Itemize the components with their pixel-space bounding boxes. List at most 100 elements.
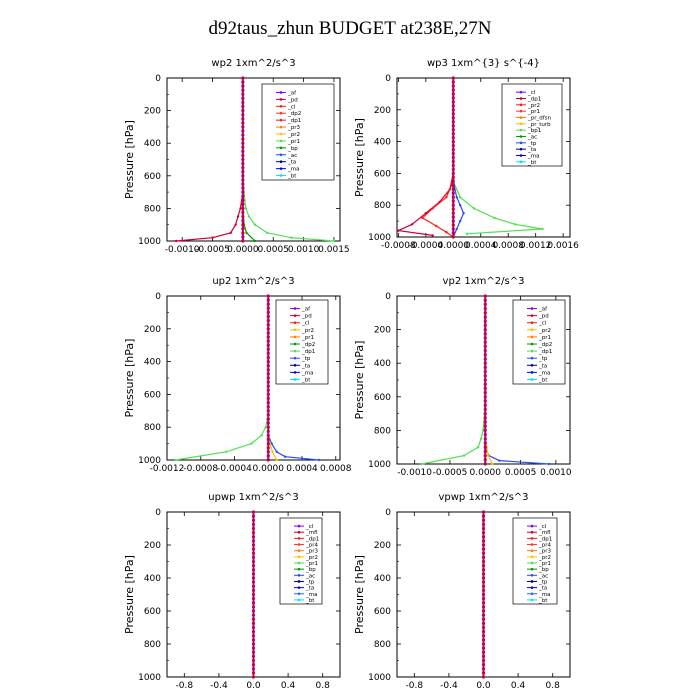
y-tick-label: 0	[385, 508, 391, 518]
legend-marker	[530, 537, 534, 540]
zero-profile-point	[251, 531, 256, 535]
x-tick-label: 0.0008	[492, 241, 524, 251]
zero-profile-point	[241, 157, 245, 162]
zero-profile-point	[241, 137, 245, 141]
legend-marker	[297, 555, 301, 559]
zero-profile-point	[481, 634, 486, 638]
legend-marker	[530, 335, 534, 339]
zero-profile-point	[241, 153, 245, 158]
zero-profile-point	[241, 186, 245, 190]
zero-profile-point	[483, 365, 487, 369]
series-point	[229, 231, 232, 235]
legend-marker	[530, 561, 534, 565]
zero-profile-point	[241, 117, 245, 121]
zero-profile-point	[481, 605, 486, 609]
zero-profile-point	[481, 576, 486, 580]
x-tick-label: 0.0000	[253, 464, 285, 474]
y-tick-label: 600	[374, 169, 391, 179]
zero-profile-point	[483, 441, 487, 445]
y-tick-label: 0	[385, 292, 391, 302]
legend-marker	[279, 111, 283, 115]
zero-profile-point	[241, 88, 245, 92]
x-tick-label: 0.0010	[540, 468, 572, 478]
legend-entry: _ta	[287, 160, 296, 166]
y-tick-label: 400	[144, 574, 161, 584]
zero-profile-point	[451, 120, 455, 124]
y-tick-label: 0	[155, 292, 161, 302]
legend-marker	[530, 567, 534, 571]
legend-marker	[530, 328, 534, 332]
legend-marker	[279, 174, 283, 177]
zero-profile-point	[483, 319, 487, 323]
legend-marker	[297, 586, 301, 589]
zero-profile-point	[481, 621, 486, 625]
zero-profile-point	[481, 531, 486, 535]
zero-profile-point	[451, 163, 455, 168]
zero-profile-point	[251, 675, 256, 679]
legend-entry: _ac	[527, 135, 537, 141]
series-point	[260, 434, 263, 437]
y-tick-label: 0	[155, 508, 161, 518]
legend-entry: _cl	[538, 321, 547, 327]
x-tick-label: 0.0012	[520, 241, 552, 251]
zero-profile-point	[481, 592, 486, 597]
zero-profile-point	[483, 437, 487, 441]
y-tick-label: 200	[144, 325, 161, 335]
y-tick-label: 200	[374, 541, 391, 551]
zero-profile-point	[481, 526, 486, 531]
legend-marker	[293, 342, 297, 346]
zero-profile-point	[266, 442, 270, 446]
legend-marker	[293, 363, 297, 367]
zero-profile-point	[241, 231, 245, 235]
series-point	[481, 429, 485, 432]
zero-profile-point	[241, 125, 245, 129]
series-point	[250, 442, 253, 445]
zero-profile-point	[266, 347, 270, 351]
zero-profile-point	[451, 143, 455, 148]
zero-profile-point	[481, 654, 486, 658]
series-point	[397, 229, 400, 232]
zero-profile-point	[266, 298, 270, 302]
zero-profile-point	[266, 392, 270, 396]
zero-profile-point	[266, 327, 270, 331]
zero-profile-point	[266, 323, 270, 327]
zero-profile-point	[241, 141, 245, 145]
legend-marker	[530, 580, 534, 583]
x-tick-label: -0.0012	[150, 464, 185, 474]
legend-marker	[530, 321, 534, 325]
zero-profile-point	[251, 551, 256, 555]
zero-profile-point	[266, 450, 270, 454]
zero-profile-point	[481, 555, 486, 559]
legend-marker	[293, 314, 297, 317]
x-tick-label: 0.0004	[286, 464, 318, 474]
x-tick-label: 0.0004	[465, 241, 497, 251]
legend-entry: _pd	[287, 97, 298, 103]
legend-entry: _pr1	[287, 139, 300, 145]
zero-profile-point	[483, 315, 487, 319]
zero-profile-point	[266, 454, 270, 458]
y-tick-label: 1000	[368, 233, 391, 243]
zero-profile-point	[451, 136, 455, 140]
zero-profile-point	[451, 199, 455, 203]
legend-entry: _dp1	[527, 97, 541, 103]
zero-profile-point	[483, 399, 487, 403]
panel-title: vpwp 1xm^2/s^3	[438, 492, 528, 503]
zero-profile-point	[481, 572, 486, 576]
legend-marker	[279, 125, 283, 129]
zero-profile-point	[241, 219, 245, 223]
zero-profile-point	[251, 605, 256, 609]
zero-profile-point	[451, 124, 455, 128]
zero-profile-point	[451, 223, 455, 227]
zero-profile-point	[251, 547, 256, 551]
series-point	[410, 223, 414, 226]
zero-profile-point	[451, 231, 455, 235]
zero-profile-point	[241, 239, 245, 243]
x-tick-label: -0.4	[440, 681, 458, 691]
zero-profile-point	[266, 380, 270, 384]
series-point	[239, 207, 242, 210]
legend-marker	[279, 160, 283, 163]
legend-entry: _tp	[538, 579, 548, 585]
zero-profile-point	[451, 227, 455, 231]
zero-profile-point	[451, 159, 455, 164]
